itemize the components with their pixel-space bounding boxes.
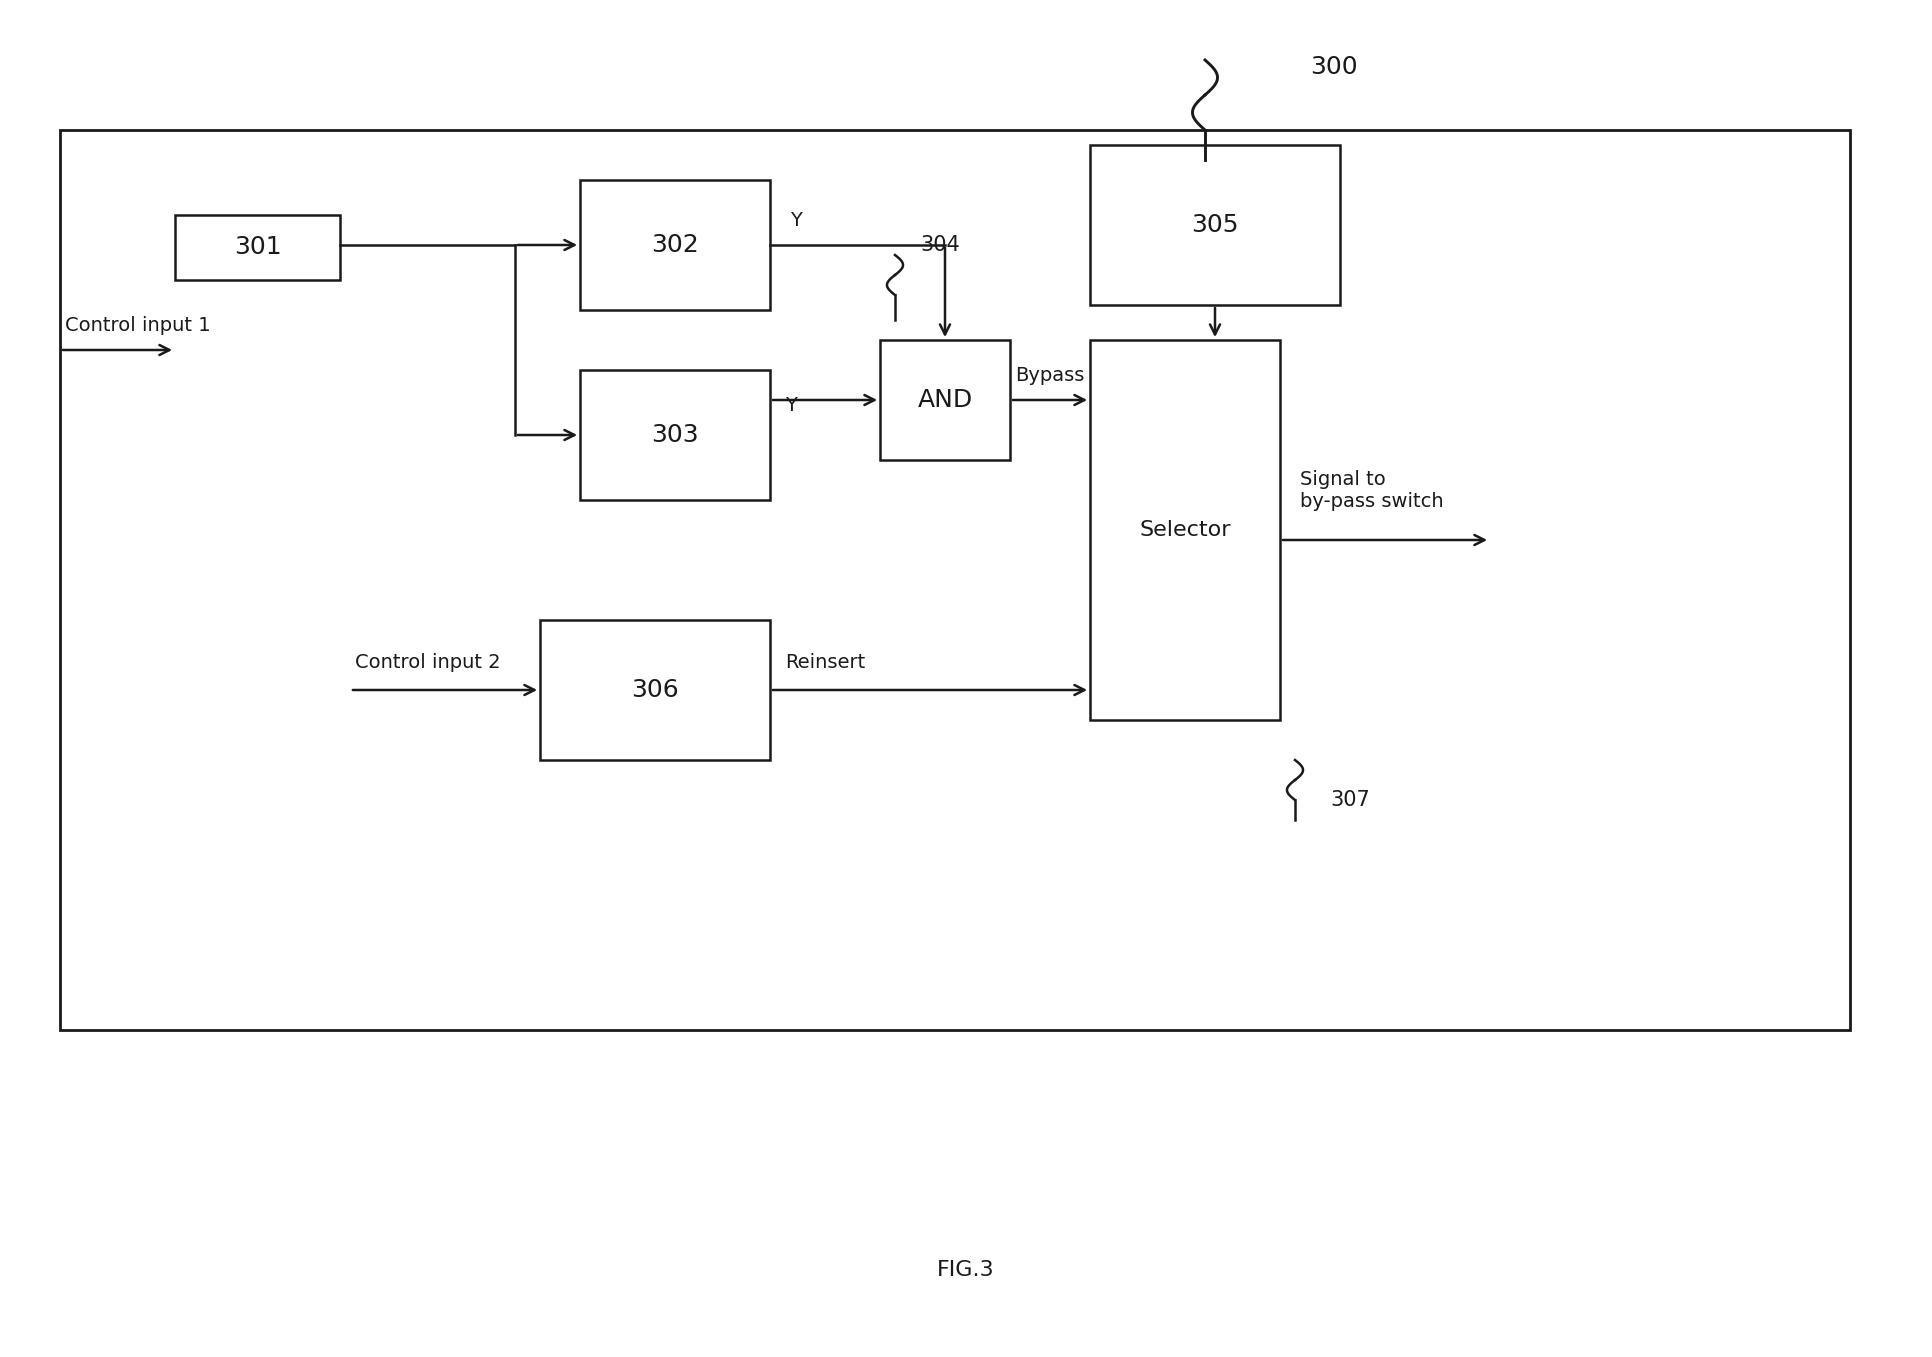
- Bar: [1090, 341, 1279, 721]
- Bar: [580, 180, 769, 309]
- Text: 306: 306: [632, 678, 678, 702]
- Text: 301: 301: [234, 236, 282, 259]
- Bar: [539, 620, 769, 760]
- Text: 304: 304: [920, 235, 960, 255]
- Text: Selector: Selector: [1138, 520, 1231, 540]
- Bar: [580, 370, 769, 499]
- Text: 303: 303: [651, 423, 699, 446]
- Text: 307: 307: [1329, 790, 1370, 810]
- Text: Y: Y: [790, 210, 802, 229]
- Text: Control input 2: Control input 2: [355, 653, 500, 672]
- Text: AND: AND: [918, 388, 972, 413]
- Text: 300: 300: [1310, 56, 1356, 79]
- Text: 302: 302: [651, 233, 699, 256]
- Bar: [176, 214, 340, 280]
- Text: Reinsert: Reinsert: [784, 653, 866, 672]
- Bar: [879, 341, 1010, 460]
- Text: FIG.3: FIG.3: [937, 1261, 995, 1280]
- Text: Control input 1: Control input 1: [66, 316, 211, 335]
- Text: Bypass: Bypass: [1014, 366, 1084, 385]
- Text: 305: 305: [1190, 213, 1238, 237]
- Text: Signal to
by-pass switch: Signal to by-pass switch: [1300, 470, 1443, 512]
- Bar: [1090, 145, 1339, 305]
- Text: Y: Y: [784, 396, 796, 415]
- Bar: [60, 130, 1849, 1030]
